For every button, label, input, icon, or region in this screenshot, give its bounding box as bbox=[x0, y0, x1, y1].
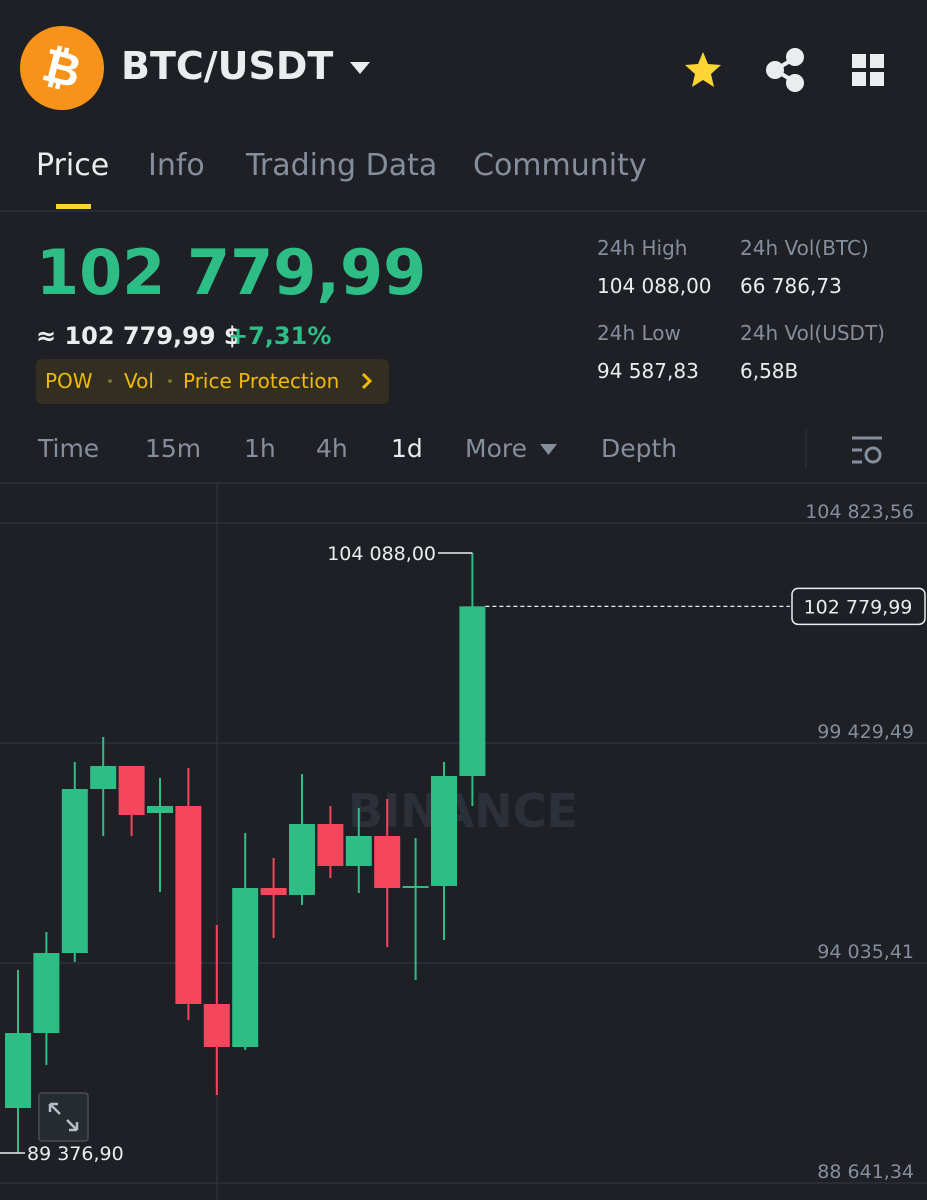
candle-body bbox=[175, 805, 202, 1004]
interval[interactable]: 1d bbox=[391, 434, 423, 463]
interval[interactable]: 1h bbox=[244, 434, 276, 463]
stat-label: 24h Vol(USDT) bbox=[740, 321, 885, 345]
stat-value: 94 587,83 bbox=[597, 359, 699, 383]
watermark: BINANCE bbox=[348, 784, 578, 838]
candle-body bbox=[431, 776, 457, 887]
candle-body bbox=[402, 886, 429, 889]
tags-box[interactable] bbox=[36, 359, 389, 404]
expand-frame bbox=[38, 1092, 89, 1142]
header-icons: ₿ bbox=[0, 26, 927, 484]
last-price: 102 779,99 bbox=[36, 236, 427, 309]
tab[interactable]: Community bbox=[473, 148, 647, 183]
candle-body bbox=[459, 606, 486, 777]
stat-label: 24h Low bbox=[597, 321, 681, 345]
expand-button[interactable] bbox=[38, 1092, 89, 1142]
candle-body bbox=[289, 824, 315, 896]
interval[interactable]: 4h bbox=[316, 434, 348, 463]
stat-value: 104 088,00 bbox=[597, 274, 712, 298]
pair-dropdown[interactable] bbox=[350, 62, 370, 74]
price-change: +7,31% bbox=[228, 322, 332, 350]
candle-body bbox=[90, 765, 117, 790]
tag[interactable]: Price Protection bbox=[183, 369, 340, 393]
tab[interactable]: Price bbox=[36, 148, 110, 183]
stat-value: 6,58B bbox=[740, 359, 799, 383]
candle-body bbox=[374, 836, 401, 889]
grid-menu-icon[interactable] bbox=[852, 54, 884, 86]
stat-value: 66 786,73 bbox=[740, 274, 842, 298]
chart-settings-icon[interactable] bbox=[852, 436, 882, 464]
candle-body bbox=[232, 888, 259, 1047]
approx-price: ≈ 102 779,99 $ bbox=[36, 322, 241, 350]
tag[interactable]: Vol bbox=[124, 369, 154, 393]
tag[interactable]: POW bbox=[45, 369, 93, 393]
tag-chevron bbox=[361, 372, 373, 390]
tab[interactable]: Info bbox=[148, 148, 205, 183]
tag-separator bbox=[108, 379, 112, 383]
last-price-label: 102 779,99 bbox=[804, 596, 913, 618]
chart: BINANCE 104 823,56 99 429,49 94 035,41 88 6… bbox=[0, 484, 927, 1200]
interval[interactable]: Depth bbox=[601, 434, 678, 463]
candle-body bbox=[260, 888, 287, 896]
stat-label: 24h High bbox=[597, 236, 688, 260]
stat-label: 24h Vol(BTC) bbox=[740, 236, 869, 260]
interval[interactable]: 15m bbox=[145, 434, 202, 463]
candle-body bbox=[345, 836, 372, 866]
share-icon[interactable] bbox=[766, 48, 804, 92]
candle-body bbox=[5, 1032, 31, 1109]
y-tick-label: 94 035,41 bbox=[817, 941, 914, 963]
y-tick-label: 104 823,56 bbox=[805, 501, 914, 523]
candle-body bbox=[317, 824, 344, 866]
candle-body bbox=[118, 765, 145, 815]
candle-body bbox=[147, 805, 173, 813]
y-tick-label: 99 429,49 bbox=[817, 721, 914, 743]
tab-indicator bbox=[56, 204, 91, 209]
expand-arrows bbox=[48, 1102, 79, 1132]
y-tick-label: 88 641,34 bbox=[817, 1161, 914, 1183]
candle-body bbox=[61, 789, 88, 954]
interval[interactable]: More bbox=[465, 434, 527, 463]
low-label: 89 376,90 bbox=[27, 1143, 124, 1165]
favorite-star[interactable] bbox=[685, 52, 721, 87]
candle-body bbox=[33, 953, 60, 1033]
last-price-box bbox=[791, 587, 926, 626]
candle-body bbox=[203, 1003, 230, 1047]
high-label: 104 088,00 bbox=[327, 543, 436, 565]
pair-name[interactable]: BTC/USDT bbox=[121, 44, 334, 88]
interval[interactable]: Time bbox=[38, 434, 100, 463]
more-dropdown[interactable] bbox=[540, 444, 557, 455]
coin-logo bbox=[20, 26, 104, 110]
tab[interactable]: Trading Data bbox=[246, 148, 438, 183]
tag-separator bbox=[168, 379, 172, 383]
